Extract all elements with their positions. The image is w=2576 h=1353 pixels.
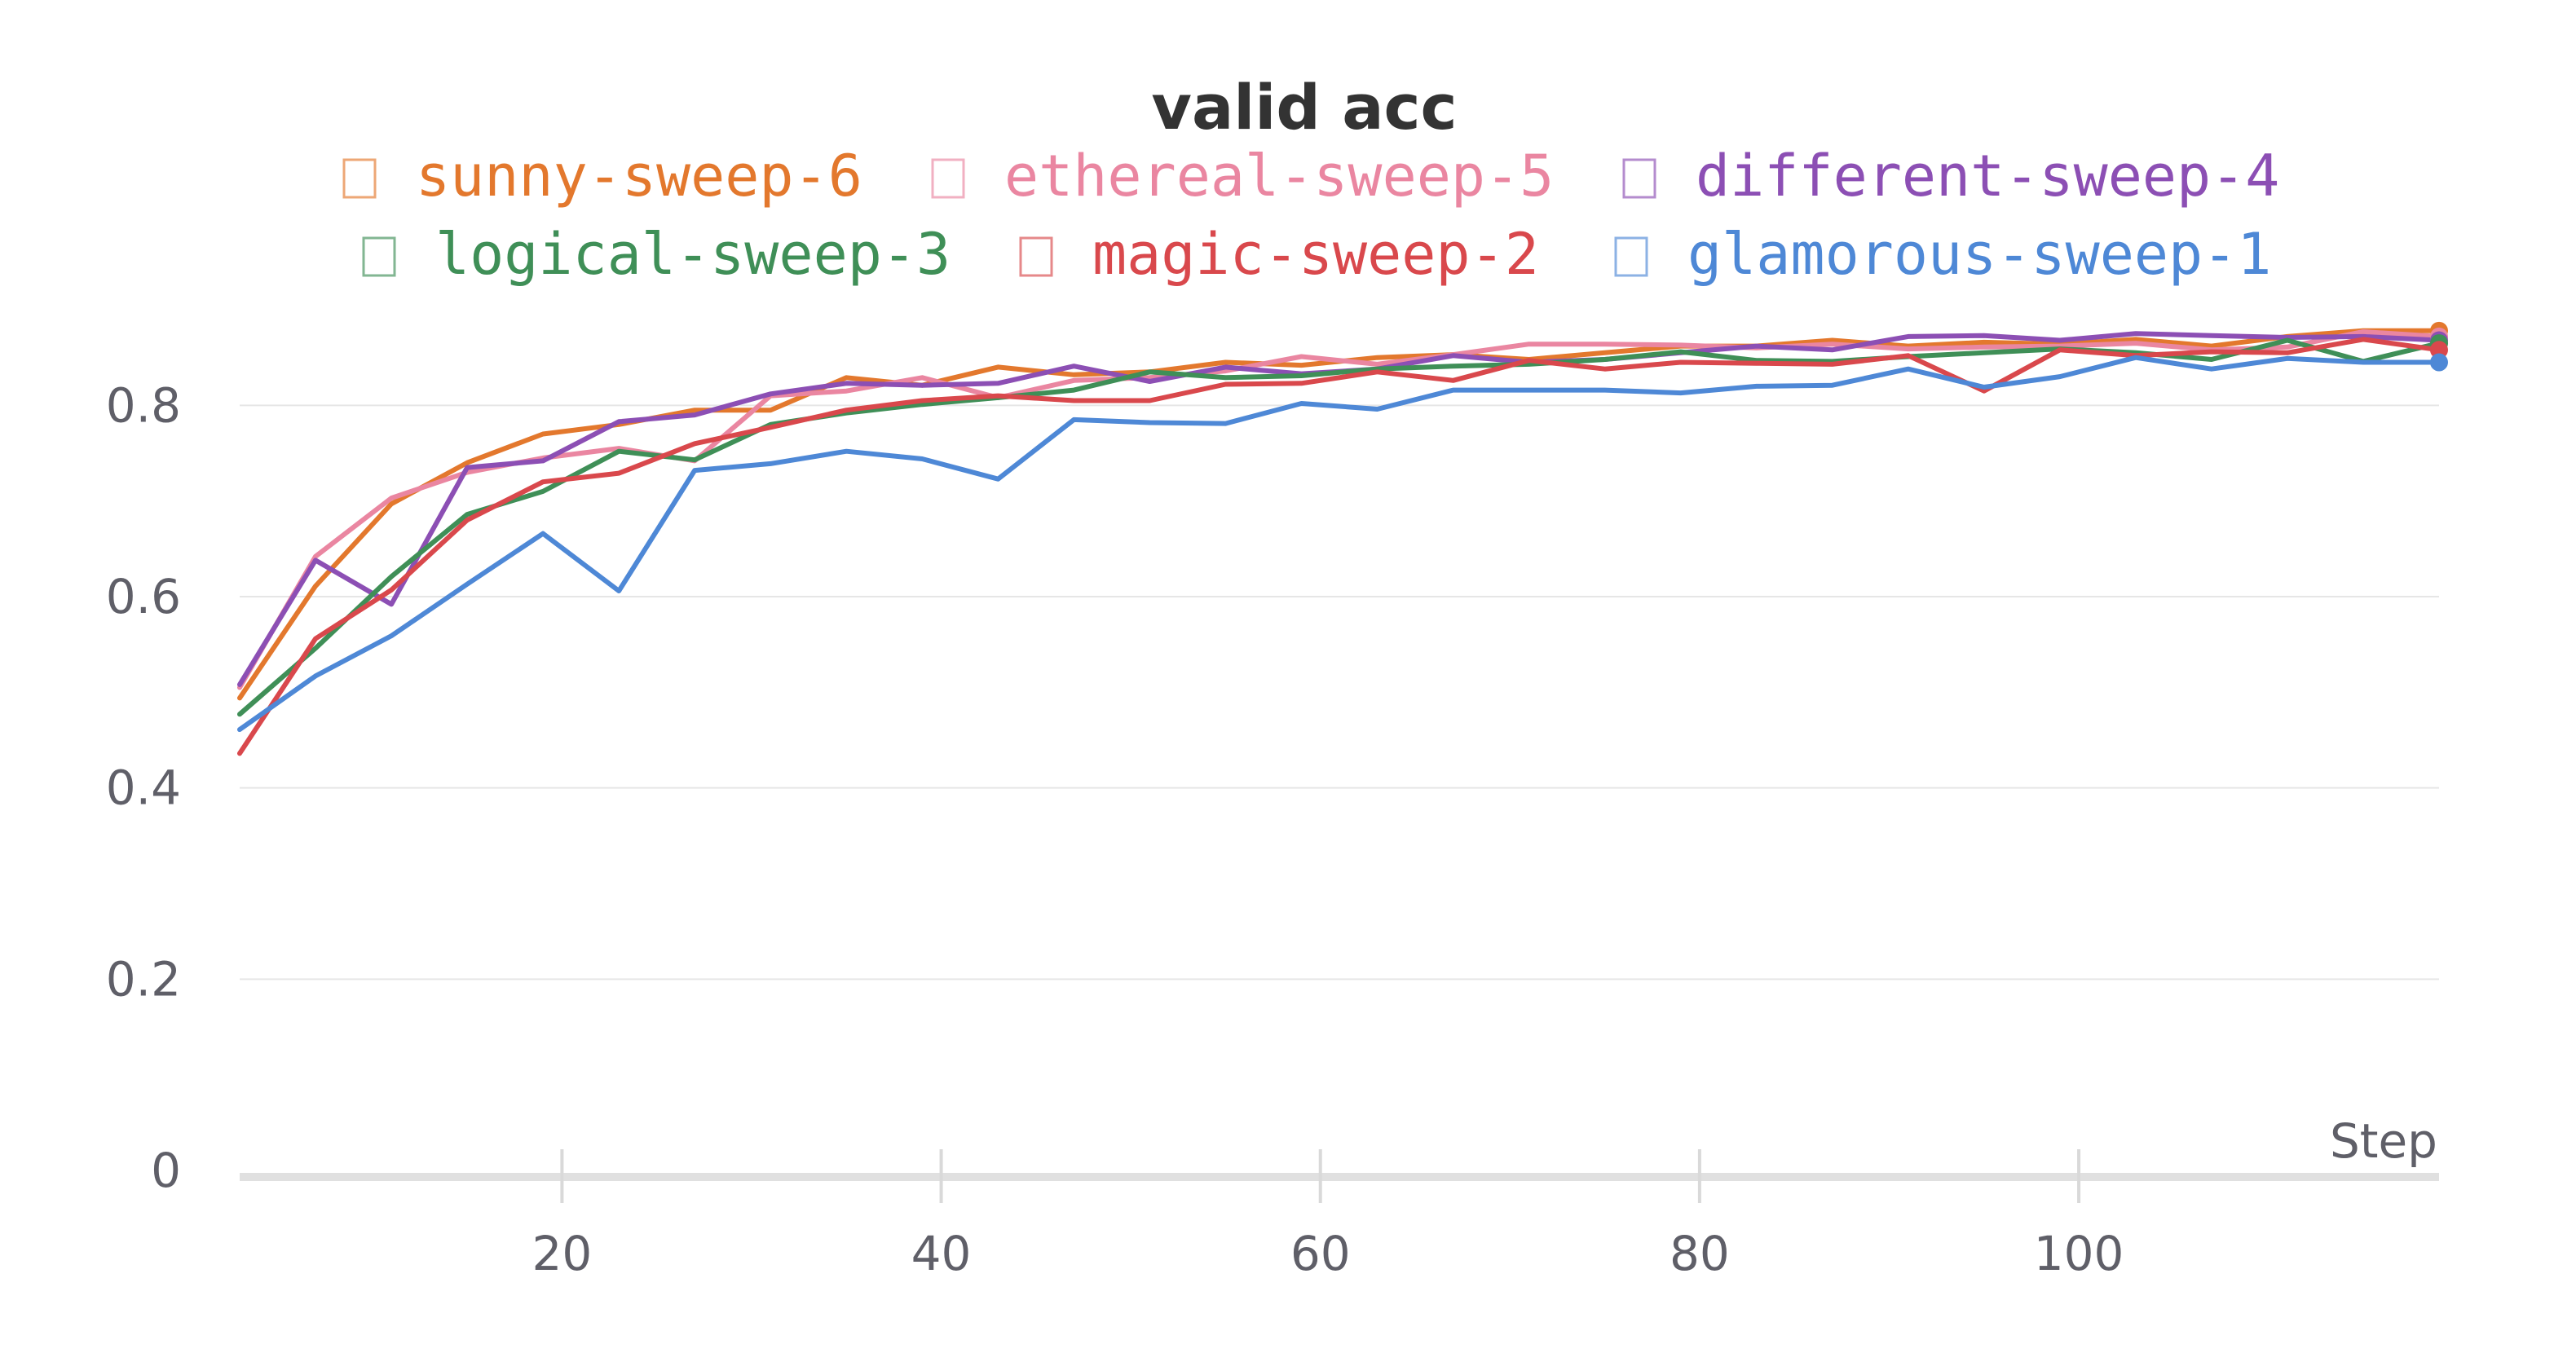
x-tick-label-40: 40: [911, 1226, 972, 1281]
series-line-different-sweep-4[interactable]: [237, 331, 2441, 687]
legend-label-sunny-sweep-6[interactable]: sunny-sweep-6: [416, 143, 862, 209]
legend-label-logical-sweep-3[interactable]: logical-sweep-3: [435, 221, 951, 288]
legend-label-magic-sweep-2[interactable]: magic-sweep-2: [1092, 221, 1539, 288]
legend-swatch-sunny-sweep-6: [342, 158, 377, 199]
x-tick-label-60: 60: [1290, 1226, 1351, 1281]
y-axis: 0 0.2 0.4 0.6 0.8: [106, 377, 181, 1198]
legend-swatch-ethereal-sweep-5: [931, 158, 965, 199]
y-gridlines: [240, 404, 2439, 981]
legend-label-glamorous-sweep-1[interactable]: glamorous-sweep-1: [1687, 221, 2271, 288]
legend-swatch-glamorous-sweep-1: [1614, 236, 1648, 277]
y-tick-label-0.4: 0.4: [106, 760, 181, 816]
legend-label-different-sweep-4[interactable]: different-sweep-4: [1696, 143, 2279, 209]
series-line-sunny-sweep-6[interactable]: [237, 328, 2441, 701]
series-lines: [237, 328, 2441, 756]
x-axis-label: Step: [2330, 1113, 2437, 1169]
y-tick-label-0: 0: [151, 1143, 181, 1198]
series-line-logical-sweep-3[interactable]: [237, 337, 2441, 717]
x-tick-label-20: 20: [532, 1226, 592, 1281]
series-end-point-glamorous-sweep-1: [2430, 353, 2448, 372]
series-line-ethereal-sweep-5[interactable]: [237, 329, 2441, 690]
y-tick-label-0.6: 0.6: [106, 569, 181, 624]
legend: sunny-sweep-6 ethereal-sweep-5 different-s…: [342, 143, 2279, 288]
chart-title: valid acc: [1151, 71, 1457, 143]
legend-swatch-logical-sweep-3: [362, 236, 396, 277]
x-axis: 20 40 60 80 100: [240, 1149, 2439, 1281]
x-tick-label-80: 80: [1670, 1226, 1730, 1281]
x-tick-label-100: 100: [2034, 1226, 2124, 1281]
legend-swatch-different-sweep-4: [1622, 158, 1656, 199]
legend-label-ethereal-sweep-5[interactable]: ethereal-sweep-5: [1004, 143, 1554, 209]
series-line-magic-sweep-2[interactable]: [237, 337, 2441, 756]
series-end-point-magic-sweep-2: [2430, 341, 2448, 359]
y-tick-label-0.2: 0.2: [106, 951, 181, 1007]
series-line-glamorous-sweep-1[interactable]: [237, 355, 2441, 733]
series-end-markers: [2430, 321, 2448, 372]
y-tick-label-0.8: 0.8: [106, 377, 181, 433]
legend-swatch-magic-sweep-2: [1019, 236, 1053, 277]
